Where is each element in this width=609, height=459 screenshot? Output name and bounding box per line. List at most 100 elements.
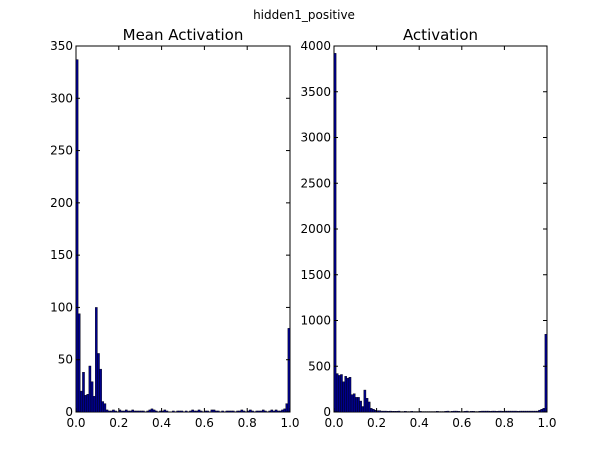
- activation-bar: [335, 373, 339, 413]
- activation-bar: [516, 411, 520, 413]
- mean-activation-bar: [180, 410, 184, 413]
- activation-y-tick-label: 0: [323, 405, 331, 419]
- mean-activation-bar: [259, 410, 263, 413]
- mean-activation-bar: [77, 313, 81, 413]
- activation-bar: [391, 411, 394, 413]
- activation-bar: [531, 410, 535, 413]
- activation-bar: [544, 334, 548, 413]
- mean-activation-bar: [232, 410, 235, 413]
- activation-bar: [370, 408, 373, 413]
- mean-activation-bar: [268, 410, 271, 413]
- activation-bar: [538, 409, 541, 413]
- mean-activation-x-tick-label: 0.6: [195, 416, 214, 430]
- mean-activation-x-tick-label: 0.8: [238, 416, 257, 430]
- activation-bar: [446, 410, 450, 413]
- mean-activation-bar: [172, 410, 175, 413]
- activation-bar: [455, 410, 458, 413]
- mean-activation-y-tick-label: 300: [50, 91, 73, 105]
- activation-bar: [346, 377, 350, 413]
- mean-activation-bar: [75, 59, 79, 413]
- mean-activation-bar: [225, 410, 229, 413]
- activation-bar: [463, 411, 467, 413]
- mean-activation-bar: [107, 410, 111, 413]
- activation-bar: [350, 394, 354, 413]
- activation-bar: [359, 400, 362, 413]
- activation-y-tick-label: 3500: [300, 85, 331, 99]
- activation-bar: [508, 410, 511, 413]
- activation-plot-area: [333, 45, 548, 413]
- mean-activation-bar: [88, 365, 92, 413]
- mean-activation-y-tick-label: 150: [50, 248, 73, 262]
- activation-bar: [352, 393, 356, 413]
- mean-activation-bar: [189, 410, 192, 413]
- mean-activation-y-tick-label: 350: [50, 39, 73, 53]
- mean-activation-bar: [154, 410, 158, 413]
- mean-activation-bar: [261, 409, 265, 413]
- activation-x-tick-label: 1.0: [537, 416, 556, 430]
- mean-activation-bar: [281, 409, 284, 413]
- mean-activation-bar: [206, 410, 209, 413]
- mean-activation-bar: [210, 409, 214, 413]
- mean-activation-bar: [191, 409, 194, 413]
- activation-bar: [389, 410, 392, 413]
- mean-activation-y-tick-label: 50: [58, 353, 73, 367]
- mean-activation-bar: [99, 368, 102, 413]
- activation-bar: [514, 410, 518, 413]
- activation-bar: [387, 411, 390, 413]
- mean-activation-bar: [238, 410, 241, 413]
- activation-bar: [493, 410, 497, 413]
- mean-activation-bar: [165, 410, 169, 413]
- mean-activation-histogram: 0.0 0.2 0.4 0.6 0.8 1.0 0 50 100 150 200 250 300 350 M…: [50, 26, 299, 430]
- activation-histogram: 0.0 0.2 0.4 0.6 0.8 1.0 0 500 1000 1500 2000 2500 30…: [300, 26, 556, 430]
- activation-bar: [482, 410, 486, 413]
- mean-activation-bar: [270, 409, 274, 413]
- mean-activation-x-tick-label: 0.4: [152, 416, 171, 430]
- activation-y-tick-label: 2000: [300, 222, 331, 236]
- mean-activation-y-tick-label: 200: [50, 196, 73, 210]
- mean-activation-bar: [272, 410, 276, 413]
- mean-activation-bar: [197, 409, 201, 413]
- activation-y-tick-label: 2500: [300, 176, 331, 190]
- mean-activation-bar: [129, 410, 132, 413]
- mean-activation-bar: [101, 401, 105, 413]
- mean-activation-y-tick-label: 250: [50, 144, 73, 158]
- activation-bar: [378, 410, 382, 413]
- mean-activation-bar: [137, 410, 141, 413]
- mean-activation-bar: [133, 410, 137, 413]
- mean-activation-bar: [97, 353, 100, 413]
- activation-bar: [534, 410, 537, 413]
- activation-bar: [365, 398, 369, 413]
- mean-activation-bar: [80, 390, 83, 413]
- mean-activation-bar: [236, 410, 239, 413]
- mean-activation-bar: [249, 409, 252, 413]
- activation-x-tick-label: 0.4: [410, 416, 429, 430]
- mean-activation-x-tick-label: 1.0: [280, 416, 299, 430]
- activation-y-tick-label: 1500: [300, 268, 331, 282]
- activation-bar: [495, 411, 499, 413]
- activation-bar: [478, 411, 482, 413]
- activation-y-tick-label: 500: [308, 359, 331, 373]
- mean-activation-bar: [125, 409, 128, 413]
- activation-bar: [519, 410, 522, 413]
- activation-bar: [529, 410, 533, 413]
- activation-title: Activation: [403, 26, 478, 44]
- mean-activation-bar: [217, 410, 220, 413]
- activation-bar: [344, 376, 347, 413]
- mean-activation-bar: [150, 408, 154, 413]
- mean-activation-bar: [193, 410, 197, 413]
- mean-activation-plot-area: [75, 45, 291, 413]
- mean-activation-bar: [131, 409, 134, 413]
- mean-activation-bar: [257, 410, 261, 413]
- mean-activation-bar: [112, 409, 115, 413]
- activation-bar: [542, 408, 546, 413]
- activation-x-tick-label: 0.0: [324, 416, 343, 430]
- activation-bar: [450, 411, 454, 413]
- mean-activation-bar: [148, 409, 152, 413]
- activation-bar: [436, 411, 439, 413]
- mean-activation-bar: [84, 395, 87, 413]
- mean-activation-bar: [114, 410, 117, 413]
- activation-bar: [491, 410, 494, 413]
- mean-activation-bar: [221, 410, 224, 413]
- activation-y-tick-label: 1000: [300, 314, 331, 328]
- mean-activation-x-tick-label: 0.0: [66, 416, 85, 430]
